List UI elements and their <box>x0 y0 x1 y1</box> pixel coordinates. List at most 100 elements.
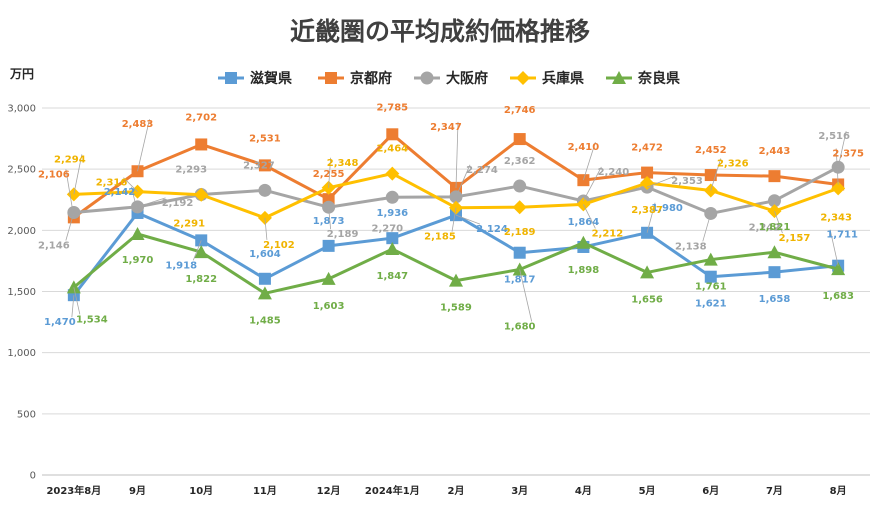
data-point-marker <box>385 242 400 256</box>
y-tick-label: 2,500 <box>7 165 36 176</box>
y-tick-label: 500 <box>17 409 36 420</box>
data-point-marker <box>257 286 272 300</box>
y-tick-label: 2,000 <box>7 226 36 237</box>
y-axis-tick-labels: 0 500 1,000 1,500 2,000 2,500 3,000 <box>7 104 36 482</box>
x-tick-label: 5月 <box>639 485 656 497</box>
legend-label: 奈良県 <box>637 70 680 87</box>
data-label-leader <box>455 164 471 197</box>
y-tick-label: 3,000 <box>7 104 36 115</box>
data-label-leader <box>519 269 533 322</box>
data-label: 2,192 <box>162 198 194 209</box>
data-label: 2,146 <box>38 240 70 251</box>
data-label-leader <box>123 177 138 192</box>
data-label-leader <box>264 217 268 240</box>
legend-label: 兵庫県 <box>542 70 584 87</box>
data-label: 1,603 <box>313 301 345 312</box>
legend-item: 滋賀県 <box>218 70 292 87</box>
data-label: 2,242 <box>749 223 781 234</box>
data-label-leader <box>137 119 150 172</box>
data-label-leader <box>73 154 83 195</box>
x-tick-label: 3月 <box>511 485 528 497</box>
legend: 滋賀県 京都府 大阪府 兵庫県 奈良県 <box>218 70 680 87</box>
data-label: 2,102 <box>263 240 295 251</box>
data-label: 2,387 <box>631 205 663 216</box>
data-point-marker <box>194 187 209 202</box>
data-label: 1,683 <box>822 291 854 302</box>
data-label: 2,343 <box>820 212 852 223</box>
data-label: 1,864 <box>568 217 600 228</box>
data-point-marker <box>831 181 846 196</box>
data-label-leader <box>583 142 596 181</box>
data-label: 1,711 <box>826 230 858 241</box>
x-tick-label: 2023年8月 <box>46 484 101 497</box>
data-label-leader <box>702 213 712 242</box>
data-label-leader <box>137 197 166 208</box>
data-label: 2,185 <box>424 232 456 243</box>
legend-item: 大阪府 <box>414 70 488 87</box>
legend-marker <box>516 71 530 85</box>
data-label: 1,873 <box>313 216 345 227</box>
x-tick-label: 4月 <box>575 485 592 497</box>
data-label: 2,124 <box>476 224 508 235</box>
data-label: 2,326 <box>717 158 749 169</box>
data-label: 2,785 <box>376 102 408 113</box>
data-label: 1,534 <box>76 314 108 325</box>
data-label: 2,531 <box>249 133 281 144</box>
data-label: 2,348 <box>327 158 359 169</box>
data-label-leader <box>328 157 332 188</box>
data-point-marker <box>513 133 526 146</box>
data-label: 2,362 <box>504 156 536 167</box>
data-label: 1,936 <box>376 208 408 219</box>
data-label: 2,353 <box>671 176 703 187</box>
data-label: 2,106 <box>38 169 70 180</box>
data-label: 1,817 <box>504 275 536 286</box>
data-label: 2,443 <box>759 146 791 157</box>
data-label-leader <box>774 210 783 234</box>
data-point-marker <box>194 245 209 259</box>
legend-label: 京都府 <box>350 70 392 87</box>
data-point-marker <box>831 262 846 276</box>
data-label-leader <box>192 240 202 261</box>
data-point-marker <box>767 194 781 208</box>
data-point-marker <box>768 170 781 183</box>
legend-item: 奈良県 <box>606 70 680 87</box>
data-label: 2,472 <box>631 143 663 154</box>
data-label-leader <box>710 158 722 191</box>
data-label: 2,327 <box>243 160 275 171</box>
data-point-marker <box>385 190 399 204</box>
y-tick-label: 0 <box>30 471 36 482</box>
data-label: 2,410 <box>568 142 600 153</box>
data-label: 1,621 <box>695 299 727 310</box>
data-label: 1,680 <box>504 321 536 332</box>
data-label-leader <box>65 212 75 241</box>
data-label: 2,255 <box>313 169 345 180</box>
x-tick-label: 8月 <box>830 485 847 497</box>
data-label-leader <box>65 169 75 218</box>
data-label: 2,291 <box>173 219 205 230</box>
data-point-marker <box>195 138 208 151</box>
y-axis-unit-label: 万円 <box>9 67 34 81</box>
data-label-leader <box>73 287 81 315</box>
data-label: 1,761 <box>695 282 727 293</box>
x-tick-label: 10月 <box>189 485 213 497</box>
data-label: 2,516 <box>818 131 850 142</box>
data-label: 1,822 <box>185 274 217 285</box>
series-4 <box>66 227 846 300</box>
data-label: 2,157 <box>779 233 811 244</box>
chart-title: 近畿圏の平均成約価格推移 <box>290 17 590 46</box>
legend-item: 兵庫県 <box>510 70 584 87</box>
data-label: 2,189 <box>327 229 359 240</box>
data-label-leader <box>583 204 596 229</box>
data-label-leader <box>455 121 459 188</box>
data-point-marker <box>768 266 781 279</box>
data-point-marker <box>704 270 717 283</box>
data-label: 2,240 <box>598 167 630 178</box>
data-point-marker <box>513 179 527 193</box>
data-point-marker <box>66 280 81 294</box>
legend-item: 京都府 <box>318 70 392 87</box>
data-label: 1,918 <box>165 260 197 271</box>
data-label: 2,347 <box>430 122 462 133</box>
data-point-marker <box>322 239 335 252</box>
